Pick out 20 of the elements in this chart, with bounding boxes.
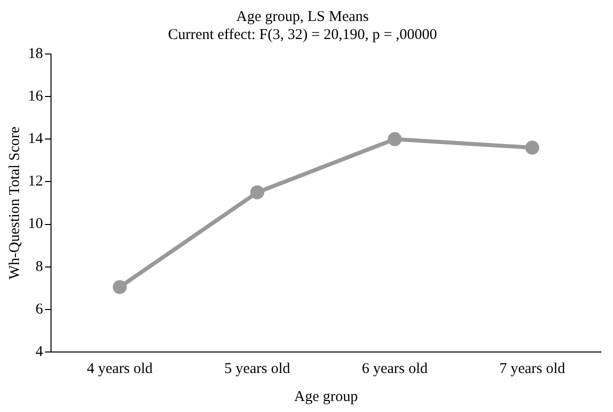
- y-tick-label: 10: [28, 216, 43, 232]
- x-tick-label: 7 years old: [499, 360, 566, 377]
- chart-title: Age group, LS Means: [236, 8, 369, 25]
- y-tick-label: 14: [28, 131, 44, 148]
- point: [525, 140, 540, 155]
- x-tick-label: 6 years old: [362, 360, 428, 377]
- y-tick-label: 12: [28, 174, 43, 190]
- x-tick-label: 5 years old: [224, 360, 291, 377]
- y-tick-label: 8: [36, 258, 43, 275]
- y-tick-label: 4: [36, 344, 44, 360]
- y-tick-label: 6: [36, 301, 44, 318]
- x-axis-title: Age group: [294, 388, 358, 405]
- chart-subtitle: Current effect: F(3, 32) = 20,190, p = ,00000: [168, 26, 438, 43]
- y-tick-label: 18: [28, 46, 43, 62]
- y-tick-label: 16: [28, 88, 44, 105]
- point: [388, 132, 402, 146]
- point: [250, 185, 264, 200]
- x-tick-label: 4 years old: [86, 360, 154, 377]
- point: [112, 280, 127, 294]
- y-axis-title: Wh-Question Total Score: [6, 126, 23, 280]
